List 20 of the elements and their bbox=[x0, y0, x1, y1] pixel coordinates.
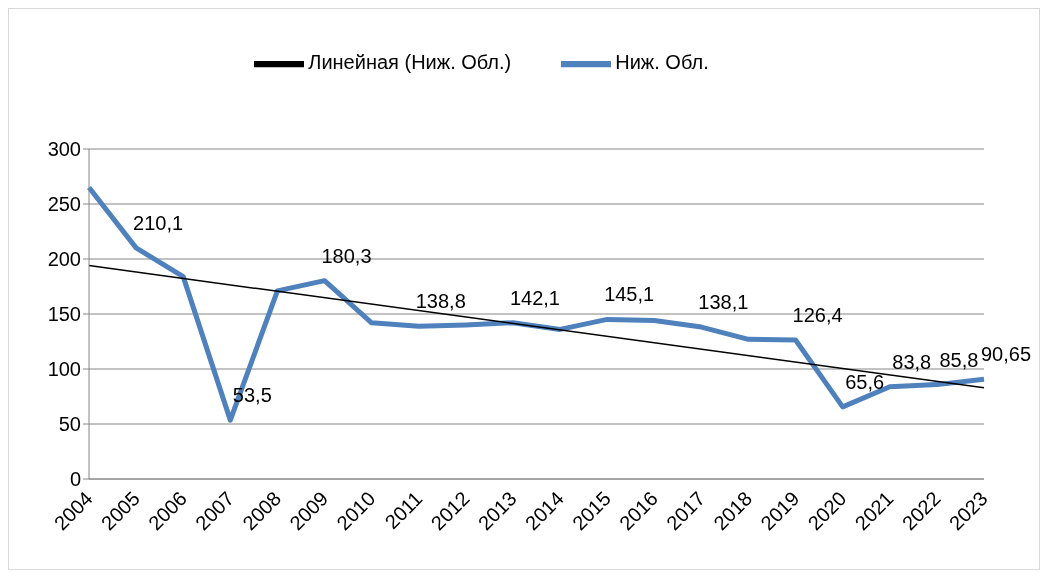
data-label: 126,4 bbox=[792, 303, 843, 326]
data-label: 138,1 bbox=[698, 291, 749, 314]
data-label: 83,8 bbox=[892, 350, 932, 373]
data-label: 85,8 bbox=[939, 348, 979, 371]
data-label: 90,65 bbox=[980, 343, 1032, 366]
legend-label: Линейная (Ниж. Обл.) bbox=[308, 51, 512, 74]
data-label: 180,3 bbox=[321, 244, 372, 267]
y-tick-label: 100 bbox=[47, 358, 81, 381]
data-label: 65,6 bbox=[845, 370, 885, 393]
y-tick-label: 300 bbox=[47, 138, 81, 161]
y-tick-label: 250 bbox=[47, 193, 81, 216]
y-tick-label: 0 bbox=[69, 468, 81, 491]
data-label: 138,8 bbox=[415, 290, 466, 313]
y-tick-label: 200 bbox=[47, 248, 81, 271]
legend-label: Ниж. Обл. bbox=[615, 51, 709, 74]
data-label: 145,1 bbox=[604, 283, 655, 306]
data-label: 142,1 bbox=[509, 286, 560, 309]
y-tick-label: 50 bbox=[58, 413, 81, 436]
y-tick-label: 150 bbox=[47, 303, 81, 326]
data-label: 210,1 bbox=[133, 211, 184, 234]
